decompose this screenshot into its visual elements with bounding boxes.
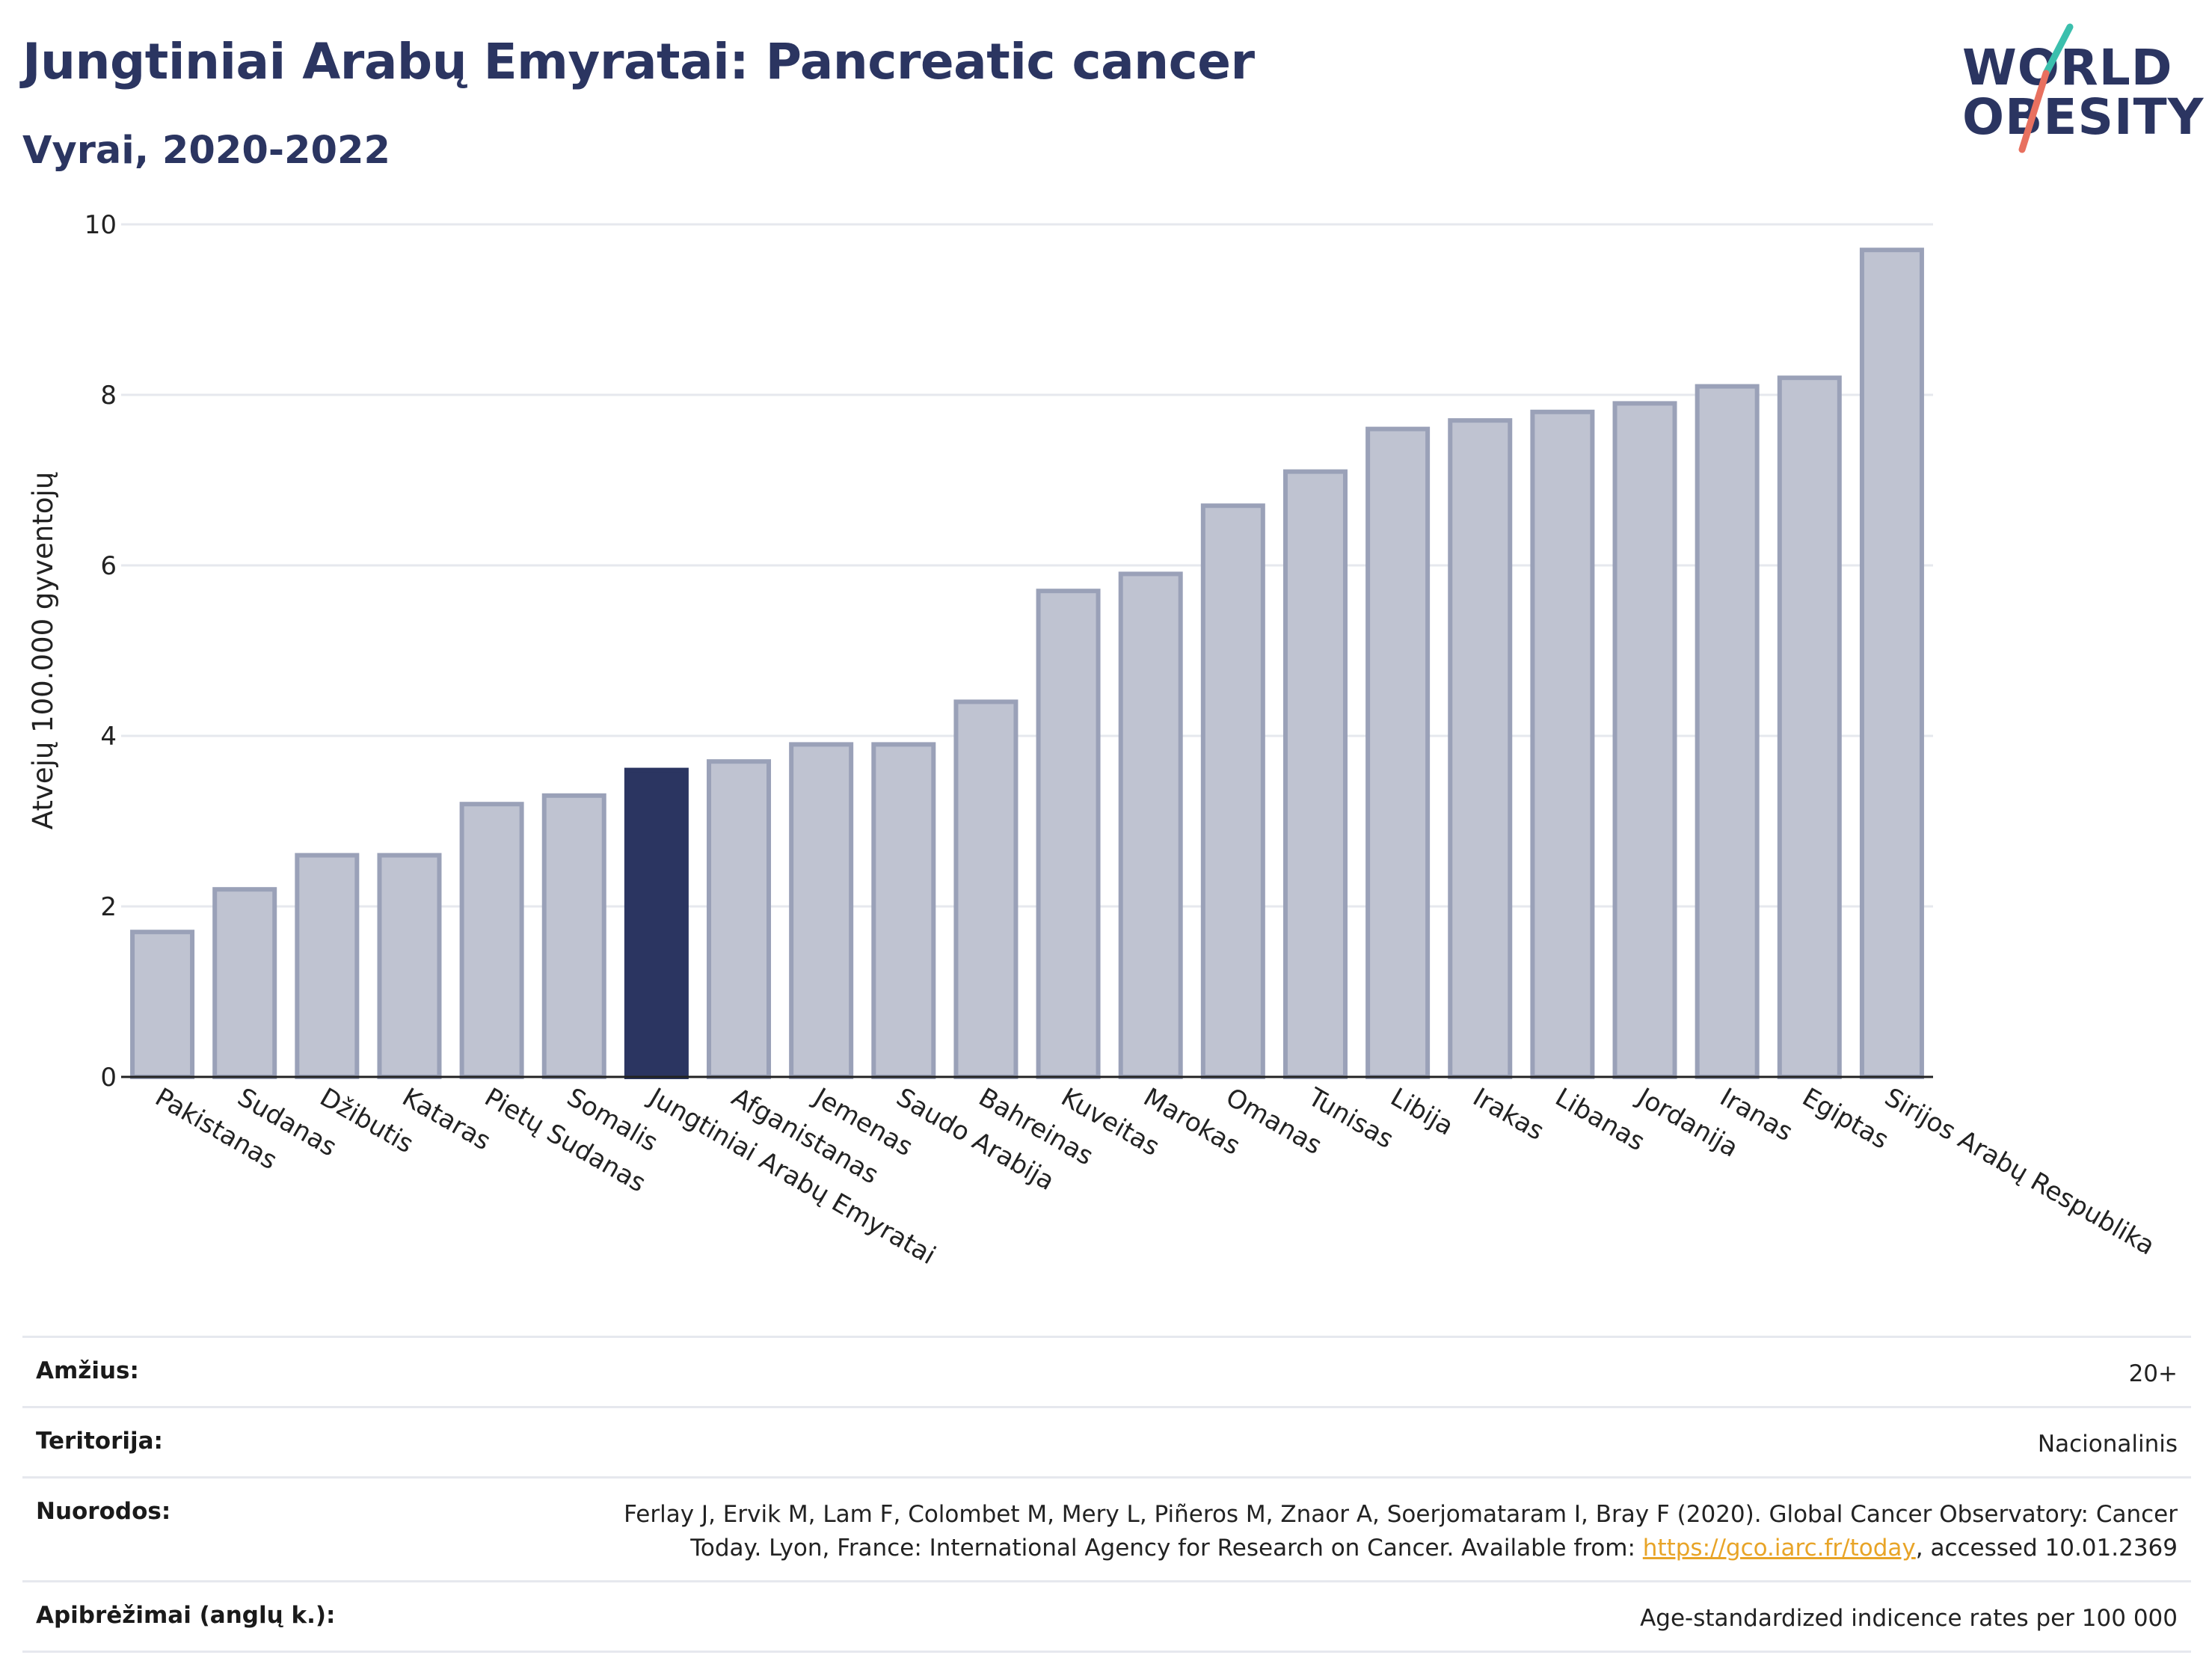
references-accessed: , accessed 10.01.2369	[1915, 1534, 2178, 1562]
bar	[459, 802, 524, 1079]
world-obesity-logo: WORLD OBESITY	[1950, 21, 2203, 163]
bar	[1612, 401, 1677, 1079]
y-tick-label: 0	[100, 1063, 117, 1093]
x-tick-label: Irakas	[1468, 1082, 1549, 1146]
bar	[1530, 409, 1595, 1079]
footer-row-territory: Teritorija: Nacionalinis	[22, 1405, 2191, 1476]
y-tick-label: 10	[85, 210, 117, 240]
definitions-value: Age-standardized indicence rates per 100…	[1640, 1604, 2178, 1632]
references-text: Ferlay J, Ervik M, Lam F, Colombet M, Me…	[624, 1500, 2178, 1562]
logo-line-2: OBESITY	[1962, 88, 2205, 146]
bar	[1777, 375, 1842, 1079]
bar	[1695, 384, 1760, 1080]
footer-row-references: Nuorodos: Ferlay J, Ervik M, Lam F, Colo…	[22, 1476, 2191, 1580]
x-tick-label: Libanas	[1550, 1082, 1650, 1157]
references-value: Ferlay J, Ervik M, Lam F, Colombet M, Me…	[592, 1498, 2178, 1565]
y-axis-ticks: 0 2 4 6 8 10	[85, 210, 117, 1093]
logo-line-1: WORLD	[1962, 39, 2173, 96]
bar	[953, 699, 1019, 1080]
bar	[1282, 469, 1348, 1080]
territory-label: Teritorija:	[36, 1427, 163, 1455]
x-tick-label: Egiptas	[1797, 1082, 1893, 1155]
x-tick-label: Sirijos Arabų Respublika	[1879, 1082, 2160, 1261]
bar-chart: 0 2 4 6 8 10 PakistanasSudanasDžibutisKataras…	[27, 210, 2160, 1271]
bar	[789, 742, 854, 1080]
age-label: Amžius:	[36, 1357, 139, 1384]
logo-slash-icon	[2018, 23, 2074, 153]
references-link[interactable]: https://gco.iarc.fr/today	[1642, 1534, 1916, 1562]
page-title: Jungtiniai Arabų Emyratai: Pancreatic ca…	[22, 33, 1255, 90]
bar	[1859, 248, 1924, 1080]
y-tick-label: 2	[100, 892, 117, 922]
bar	[130, 930, 195, 1080]
y-axis-label: Atvejų 100.000 gyventojų	[27, 472, 59, 829]
bar	[1200, 503, 1265, 1079]
bar	[212, 887, 277, 1080]
x-tick-label: Kataras	[397, 1082, 496, 1156]
y-tick-label: 4	[100, 722, 117, 752]
bar	[541, 793, 606, 1079]
bar	[295, 853, 360, 1079]
bar	[377, 853, 442, 1079]
footer-row-definitions: Apibrėžimai (anglų k.): Age-standardized…	[22, 1579, 2191, 1653]
territory-value: Nacionalinis	[2037, 1430, 2178, 1458]
page-subtitle: Vyrai, 2020-2022	[22, 129, 390, 173]
age-value: 20+	[2128, 1360, 2178, 1387]
bars	[130, 248, 1924, 1080]
bar-highlighted	[624, 767, 689, 1079]
definitions-label: Apibrėžimai (anglų k.):	[36, 1601, 336, 1629]
bar	[871, 742, 936, 1080]
bar	[1118, 571, 1183, 1079]
y-tick-label: 6	[100, 551, 117, 581]
bar	[1036, 589, 1101, 1079]
bar	[707, 759, 772, 1079]
bar	[1365, 426, 1431, 1080]
bar	[1448, 418, 1513, 1079]
y-tick-label: 8	[100, 381, 117, 411]
x-tick-label: Libija	[1386, 1082, 1459, 1141]
footer-row-age: Amžius: 20+	[22, 1336, 2191, 1406]
references-label: Nuorodos:	[36, 1497, 171, 1525]
chart-footer: Amžius: 20+ Teritorija: Nacionalinis Nuo…	[22, 1336, 2191, 1653]
